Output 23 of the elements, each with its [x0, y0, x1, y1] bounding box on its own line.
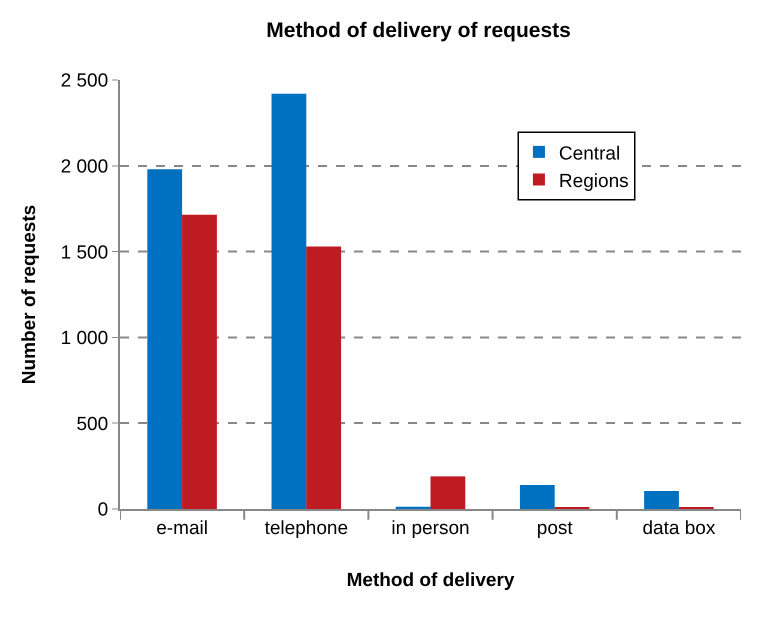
legend-label: Regions	[558, 170, 629, 192]
x-tick-label: telephone	[264, 518, 348, 539]
legend-label: Central	[558, 143, 620, 164]
x-tick-label: data box	[642, 518, 716, 539]
x-axis-title: Method of delivery	[346, 570, 515, 592]
y-tick-label: 2 000	[60, 156, 108, 178]
x-tick-label: e-mail	[156, 518, 208, 539]
x-tick-label: post	[536, 518, 574, 539]
chart-title: Method of delivery of requests	[266, 19, 571, 42]
y-tick-label: 1 500	[60, 242, 108, 264]
bar	[272, 94, 306, 509]
bar	[430, 476, 466, 509]
y-tick-label: 1 000	[60, 328, 108, 350]
x-tick-label: in person	[391, 518, 470, 539]
y-tick-label: 2 500	[60, 70, 108, 92]
bar	[644, 490, 679, 509]
bar	[147, 169, 182, 509]
bar	[306, 246, 342, 509]
bar	[520, 484, 555, 509]
y-axis-title: Number of requests	[19, 204, 40, 384]
y-tick-label: 0	[98, 500, 108, 521]
bar	[182, 214, 217, 509]
y-tick-label: 500	[76, 414, 108, 435]
